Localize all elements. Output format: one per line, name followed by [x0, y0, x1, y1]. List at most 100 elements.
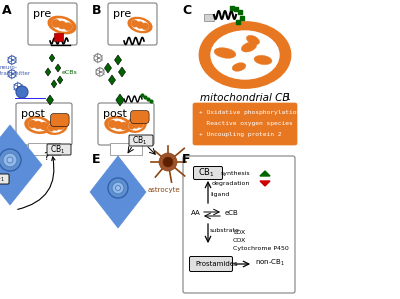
Text: ligand: ligand: [210, 192, 229, 197]
Ellipse shape: [126, 118, 146, 132]
Circle shape: [94, 54, 102, 62]
Ellipse shape: [200, 22, 290, 88]
Ellipse shape: [52, 19, 60, 28]
Text: neuro-
transmitter: neuro- transmitter: [0, 65, 31, 76]
Ellipse shape: [136, 22, 144, 28]
Bar: [28, 143, 60, 155]
Text: D: D: [2, 153, 12, 166]
Text: + Uncoupling protein 2: + Uncoupling protein 2: [199, 132, 282, 137]
Text: eCB: eCB: [225, 210, 239, 216]
Ellipse shape: [132, 20, 148, 30]
Ellipse shape: [214, 48, 236, 58]
Ellipse shape: [58, 21, 66, 29]
Text: CB$_{1}$: CB$_{1}$: [198, 167, 215, 179]
Text: ?: ?: [43, 152, 49, 162]
Text: H+: H+: [134, 114, 146, 120]
Ellipse shape: [114, 121, 122, 129]
Polygon shape: [260, 171, 270, 176]
FancyBboxPatch shape: [108, 3, 157, 45]
Ellipse shape: [29, 119, 47, 131]
Text: CB$_{1}$: CB$_{1}$: [132, 135, 148, 147]
FancyBboxPatch shape: [190, 257, 232, 271]
Text: synthesis: synthesis: [220, 172, 250, 176]
Text: + Oxidative phosphorylation (ATP): + Oxidative phosphorylation (ATP): [199, 110, 323, 115]
Text: A: A: [2, 4, 12, 17]
Bar: [204, 14, 214, 21]
Text: E: E: [92, 153, 100, 166]
Text: substrate: substrate: [210, 228, 240, 233]
Ellipse shape: [120, 122, 128, 130]
Text: CB$_{1}$: CB$_{1}$: [50, 144, 66, 156]
Text: CB$_{1}$: CB$_{1}$: [0, 174, 5, 184]
Circle shape: [16, 86, 28, 98]
Circle shape: [163, 157, 173, 167]
Text: F: F: [182, 153, 190, 166]
FancyBboxPatch shape: [47, 144, 71, 155]
Ellipse shape: [28, 120, 36, 128]
Ellipse shape: [25, 117, 51, 133]
Polygon shape: [46, 95, 54, 105]
Ellipse shape: [246, 35, 260, 45]
Text: degradation: degradation: [212, 181, 250, 185]
FancyArrowPatch shape: [18, 157, 55, 209]
Polygon shape: [0, 125, 42, 205]
Ellipse shape: [128, 18, 152, 32]
Text: AA: AA: [191, 210, 201, 216]
Ellipse shape: [109, 119, 127, 131]
Polygon shape: [45, 68, 51, 76]
Text: post: post: [103, 109, 127, 119]
FancyBboxPatch shape: [183, 156, 295, 293]
Ellipse shape: [133, 121, 139, 129]
Text: non-CB$_{1}$: non-CB$_{1}$: [255, 258, 285, 268]
Ellipse shape: [128, 122, 134, 129]
Ellipse shape: [53, 123, 59, 130]
FancyBboxPatch shape: [16, 103, 72, 145]
Ellipse shape: [48, 124, 54, 131]
Text: pre: pre: [113, 9, 131, 19]
Circle shape: [3, 153, 17, 167]
Text: astrocyte: astrocyte: [148, 187, 180, 193]
Ellipse shape: [64, 23, 72, 30]
FancyBboxPatch shape: [0, 174, 9, 184]
Polygon shape: [104, 63, 112, 73]
Ellipse shape: [48, 16, 76, 33]
Polygon shape: [260, 181, 270, 186]
Circle shape: [108, 178, 128, 198]
Text: C: C: [182, 4, 191, 17]
Ellipse shape: [142, 23, 149, 30]
Circle shape: [0, 149, 21, 171]
Polygon shape: [49, 54, 55, 62]
Text: Reactive oxygen species (ROS): Reactive oxygen species (ROS): [199, 121, 315, 126]
Circle shape: [8, 56, 16, 64]
Polygon shape: [57, 76, 63, 84]
Bar: [110, 143, 142, 155]
Ellipse shape: [52, 19, 72, 31]
Ellipse shape: [131, 20, 138, 27]
Text: H+: H+: [54, 117, 66, 123]
Circle shape: [112, 182, 124, 194]
Ellipse shape: [211, 31, 279, 79]
Text: LOX: LOX: [233, 230, 245, 235]
Text: B: B: [92, 4, 102, 17]
Ellipse shape: [108, 120, 116, 128]
Circle shape: [14, 83, 22, 91]
Text: mitochondrial CB: mitochondrial CB: [200, 93, 290, 103]
Polygon shape: [51, 80, 57, 88]
Ellipse shape: [232, 63, 246, 71]
Polygon shape: [114, 55, 122, 65]
Text: Prostamides: Prostamides: [195, 261, 238, 267]
Ellipse shape: [34, 121, 42, 129]
Text: COX: COX: [233, 238, 246, 243]
Polygon shape: [55, 64, 61, 72]
Ellipse shape: [138, 121, 144, 128]
Circle shape: [8, 70, 16, 78]
Ellipse shape: [129, 120, 143, 130]
Ellipse shape: [254, 55, 272, 65]
Ellipse shape: [58, 123, 64, 130]
Circle shape: [159, 153, 177, 171]
Text: Cytochrome P450: Cytochrome P450: [233, 246, 289, 251]
Ellipse shape: [241, 42, 257, 52]
Text: eCBs: eCBs: [62, 69, 78, 74]
Ellipse shape: [40, 122, 48, 130]
Text: 1: 1: [285, 93, 290, 102]
